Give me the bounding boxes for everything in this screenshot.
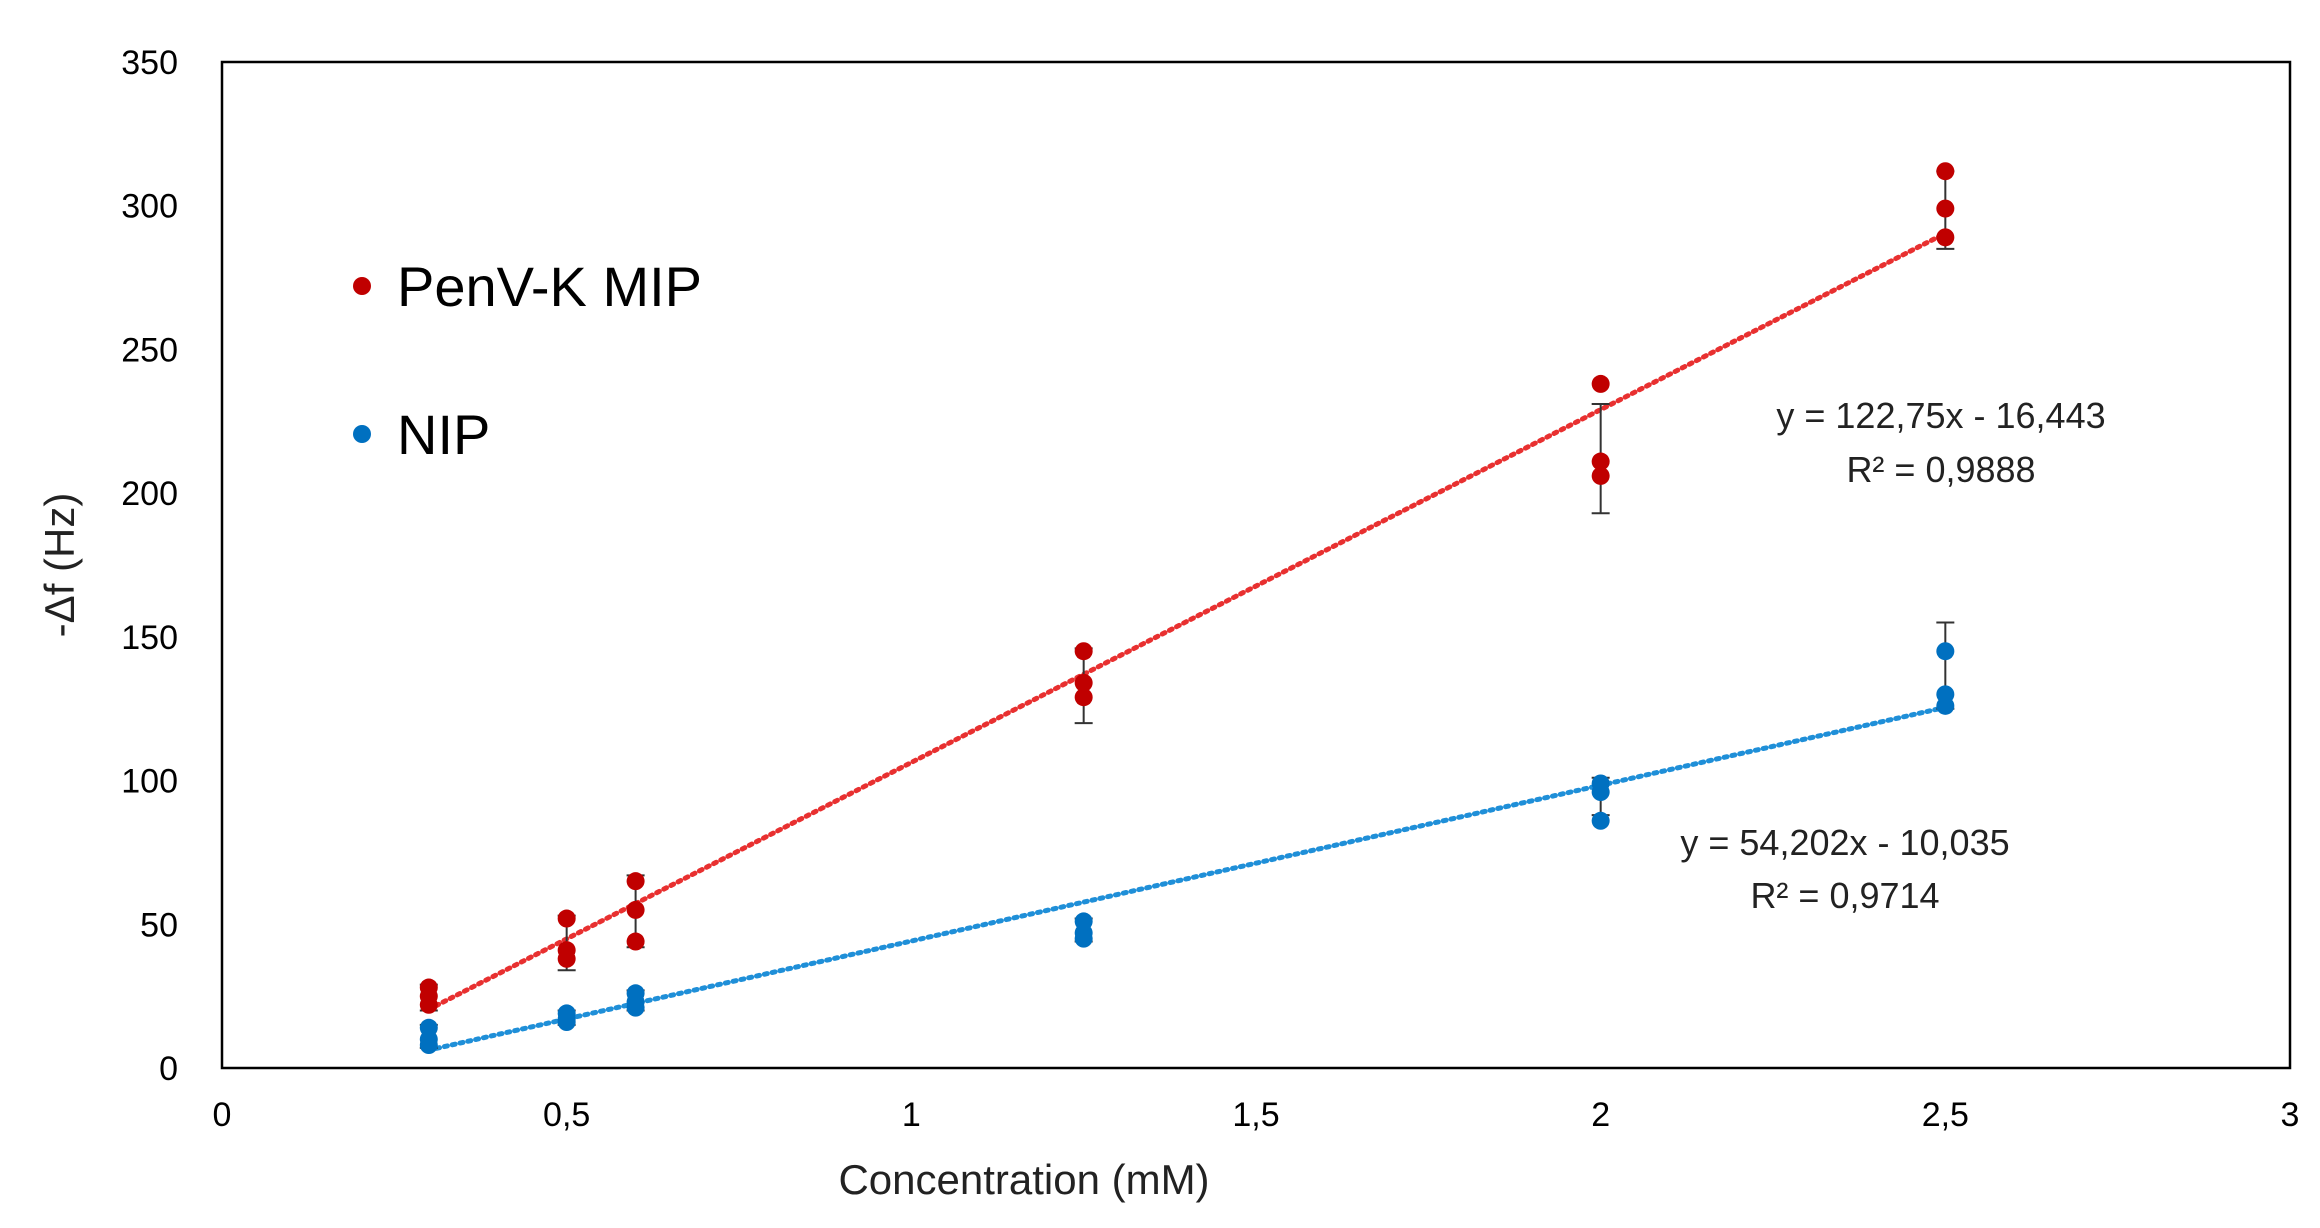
plot-area [220, 60, 2292, 1070]
data-point-mip [626, 900, 645, 919]
trendlines [426, 230, 1948, 1053]
data-point-mip [1074, 673, 1093, 692]
y-tick-label: 0 [159, 1050, 178, 1088]
data-point-mip [626, 872, 645, 891]
data-point-nip [1936, 642, 1955, 661]
equation-nip: y = 54,202x - 10,035 R² = 0,9714 [1680, 822, 2009, 916]
y-tick-label: 100 [121, 763, 178, 801]
data-point-mip [557, 949, 576, 968]
data-point-mip [557, 909, 576, 928]
data-point-mip [1936, 228, 1955, 247]
y-axis-ticks: 0 50 100 150 200 250 300 350 [121, 44, 178, 1088]
x-tick-label: 0,5 [543, 1096, 590, 1134]
data-point-mip [1591, 466, 1610, 485]
data-point-nip [557, 1013, 576, 1032]
legend-marker-nip [353, 425, 371, 443]
y-tick-label: 50 [140, 906, 178, 944]
x-tick-label: 3 [2281, 1096, 2300, 1134]
data-point-mip [1074, 688, 1093, 707]
data-points [419, 162, 1955, 1055]
data-point-mip [1936, 199, 1955, 218]
equation-mip: y = 122,75x - 16,443 R² = 0,9888 [1776, 395, 2105, 490]
equation-nip-formula: y = 54,202x - 10,035 [1680, 822, 2009, 863]
data-point-nip [626, 998, 645, 1017]
data-point-nip [1936, 696, 1955, 715]
equation-nip-r2: R² = 0,9714 [1750, 875, 1939, 916]
data-point-mip [1074, 642, 1093, 661]
legend-label-nip: NIP [397, 403, 490, 466]
equation-mip-formula: y = 122,75x - 16,443 [1776, 395, 2105, 436]
legend-label-mip: PenV-K MIP [397, 255, 702, 318]
data-point-nip [1591, 783, 1610, 802]
equation-mip-r2: R² = 0,9888 [1846, 449, 2035, 490]
y-tick-label: 150 [121, 619, 178, 657]
x-tick-label: 2 [1591, 1096, 1610, 1134]
y-tick-label: 350 [121, 44, 178, 82]
x-tick-label: 2,5 [1922, 1096, 1969, 1134]
data-point-nip [1074, 929, 1093, 948]
data-point-nip [419, 1036, 438, 1055]
data-point-mip [1591, 452, 1610, 471]
data-point-nip [1591, 811, 1610, 830]
data-point-mip [626, 932, 645, 951]
y-tick-label: 250 [121, 331, 178, 369]
x-tick-label: 1 [902, 1096, 921, 1134]
y-tick-label: 300 [121, 188, 178, 226]
trendline-nip [426, 704, 1948, 1053]
x-axis-ticks: 0 0,5 1 1,5 2 2,5 3 [213, 1096, 2300, 1134]
x-tick-label: 1,5 [1232, 1096, 1279, 1134]
x-axis-title: Concentration (mM) [838, 1156, 1209, 1203]
legend: PenV-K MIP NIP [353, 255, 702, 466]
data-point-mip [1591, 374, 1610, 393]
y-axis-title: -Δf (Hz) [36, 493, 83, 638]
legend-marker-mip [353, 277, 371, 295]
data-point-mip [1936, 162, 1955, 181]
y-tick-label: 200 [121, 475, 178, 513]
x-tick-label: 0 [213, 1096, 232, 1134]
data-point-mip [419, 995, 438, 1014]
trendline-mip [426, 230, 1948, 1012]
